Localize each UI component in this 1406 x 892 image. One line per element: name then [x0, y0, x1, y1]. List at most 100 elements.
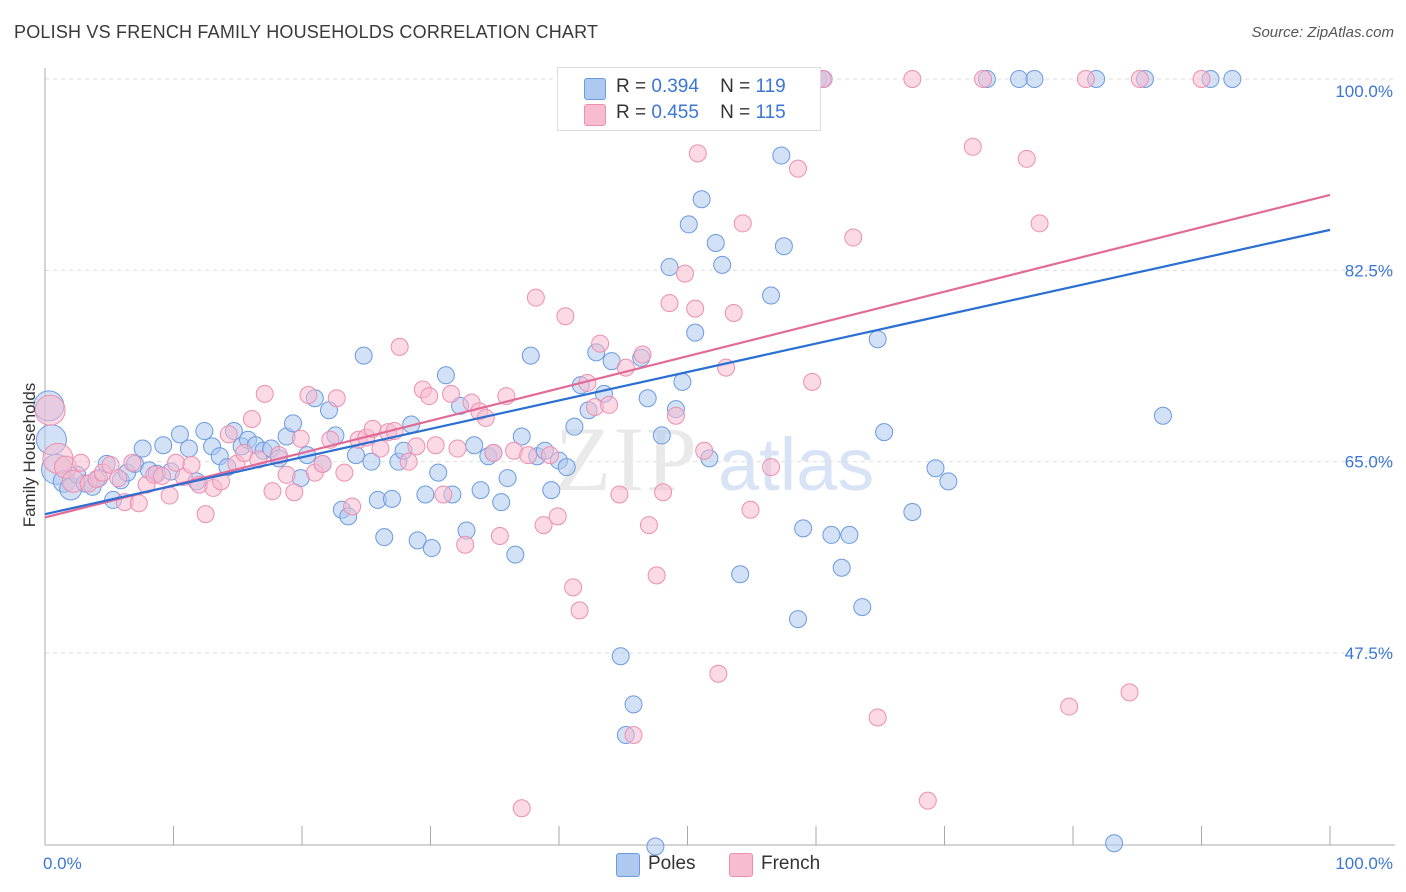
data-point — [1030, 214, 1049, 233]
data-point — [903, 502, 922, 521]
y-tick-label: 65.0% — [1345, 453, 1393, 472]
data-point — [371, 439, 390, 458]
data-point — [1130, 70, 1149, 88]
data-point — [541, 446, 560, 465]
data-point — [939, 472, 958, 491]
data-point — [291, 429, 310, 448]
data-point — [654, 483, 673, 502]
data-point — [679, 215, 698, 234]
data-point — [521, 346, 540, 365]
data-point — [1060, 697, 1079, 716]
french-r-value: 0.455 — [651, 102, 699, 123]
data-point — [313, 454, 332, 473]
data-point — [963, 137, 982, 156]
data-point — [492, 493, 511, 512]
french-legend-label: French — [761, 853, 821, 874]
data-point — [611, 647, 630, 666]
data-point — [822, 525, 841, 544]
data-point — [219, 425, 238, 444]
data-point — [284, 414, 303, 433]
x-tick-label: 0.0% — [43, 854, 82, 873]
data-point — [624, 695, 643, 714]
french-swatch — [584, 104, 606, 126]
poles-n-value: 119 — [755, 76, 786, 97]
data-point — [741, 500, 760, 519]
data-point — [903, 70, 922, 88]
data-point — [179, 439, 198, 458]
data-point — [327, 389, 346, 408]
r-label: R = — [616, 102, 647, 123]
n-label: N = — [720, 102, 751, 123]
data-point — [794, 519, 813, 538]
poles-legend-label: Poles — [648, 853, 696, 874]
data-point — [1025, 70, 1044, 88]
x-tick-label: 100.0% — [1335, 854, 1393, 873]
data-point — [390, 337, 409, 356]
y-tick-label: 100.0% — [1335, 82, 1393, 101]
data-point — [422, 539, 441, 558]
data-point — [652, 426, 671, 445]
data-point — [242, 410, 261, 429]
data-point — [512, 799, 531, 818]
data-point — [519, 446, 538, 465]
data-point — [420, 387, 439, 406]
data-point — [762, 286, 781, 305]
data-point — [506, 545, 525, 564]
data-point — [789, 159, 808, 178]
data-point — [160, 486, 179, 505]
data-point — [713, 255, 732, 274]
data-point — [346, 446, 365, 465]
data-point — [686, 299, 705, 318]
data-point — [255, 384, 274, 403]
data-point — [570, 601, 589, 620]
data-point — [724, 303, 743, 322]
data-point — [71, 453, 90, 472]
tick-labels: 47.5% 65.0% 82.5% 100.0% 0.0% 100.0% — [43, 82, 1393, 873]
data-point — [565, 417, 584, 436]
data-point — [660, 294, 679, 313]
poles-legend-swatch — [616, 853, 640, 877]
data-point — [375, 528, 394, 547]
data-point — [1017, 149, 1036, 168]
data-point — [129, 494, 148, 513]
data-point — [762, 458, 781, 477]
data-point — [840, 525, 859, 544]
data-point — [195, 422, 214, 441]
data-point — [343, 497, 362, 516]
data-point — [647, 566, 666, 585]
data-point — [695, 441, 714, 460]
data-point — [407, 437, 426, 456]
data-point — [448, 439, 467, 458]
data-point — [1076, 70, 1095, 88]
data-point — [182, 455, 201, 474]
data-point — [646, 837, 665, 856]
data-point — [556, 307, 575, 326]
data-point — [706, 234, 725, 252]
poles-r-value: 0.394 — [651, 76, 699, 97]
y-tick-label: 47.5% — [1345, 644, 1393, 663]
data-point — [429, 463, 448, 482]
data-point — [408, 531, 427, 550]
poles-swatch — [584, 78, 606, 100]
data-point — [731, 565, 750, 584]
data-point — [686, 323, 705, 342]
data-point — [868, 330, 887, 349]
data-point — [733, 214, 752, 233]
data-point — [772, 146, 791, 165]
data-point — [844, 228, 863, 247]
y-axis-label: Family Households — [20, 382, 39, 528]
data-point — [673, 372, 692, 391]
data-point — [660, 258, 679, 277]
data-point — [600, 395, 619, 414]
data-point — [610, 485, 629, 504]
data-point — [542, 481, 561, 500]
data-point — [926, 459, 945, 478]
data-point — [416, 485, 435, 504]
data-point — [133, 439, 152, 458]
trend-line-poles — [44, 228, 1331, 516]
data-point — [426, 436, 445, 455]
data-point — [109, 469, 128, 488]
data-point — [490, 527, 509, 546]
data-point — [436, 366, 455, 385]
